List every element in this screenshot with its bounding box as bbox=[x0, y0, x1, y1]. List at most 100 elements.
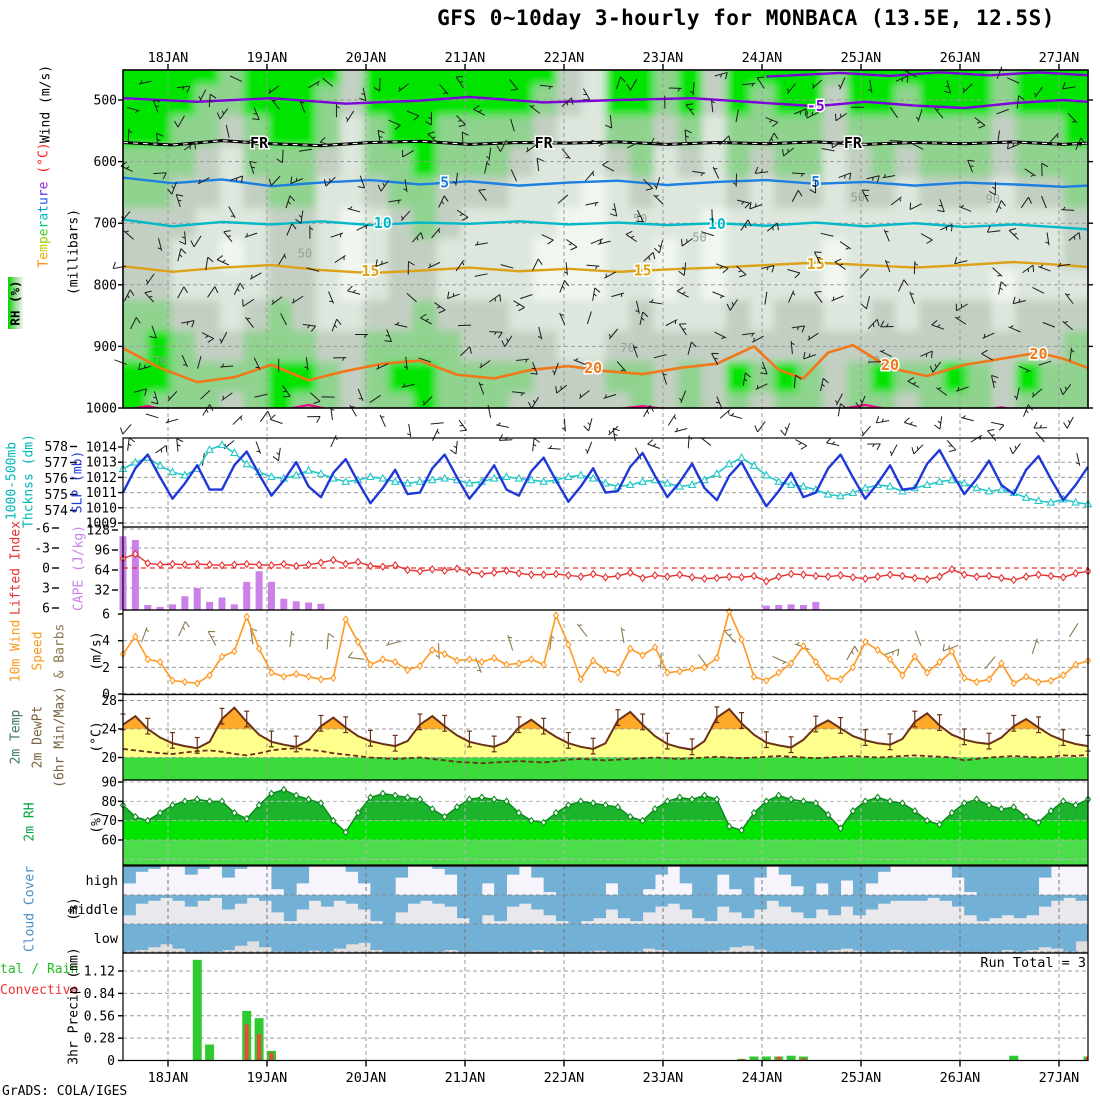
panel-cloud-cover bbox=[123, 866, 1089, 953]
svg-text:1013: 1013 bbox=[86, 456, 117, 471]
panel-rh2m bbox=[119, 780, 1092, 865]
svg-text:2: 2 bbox=[102, 661, 110, 676]
svg-text:0.56: 0.56 bbox=[84, 1009, 115, 1024]
contour-t10 bbox=[123, 218, 1088, 231]
panel-frames bbox=[122, 69, 1089, 1062]
svg-text:22JAN: 22JAN bbox=[544, 50, 585, 66]
wind-axis-label: Wind (m/s) bbox=[38, 64, 54, 144]
contour-t20 bbox=[123, 343, 1088, 384]
svg-text:1014: 1014 bbox=[86, 441, 117, 456]
rh2m-axis-label: 2m RH bbox=[22, 802, 38, 842]
svg-text:70: 70 bbox=[866, 354, 880, 368]
svg-text:20: 20 bbox=[881, 356, 899, 374]
svg-text:28: 28 bbox=[101, 694, 117, 709]
svg-text:800: 800 bbox=[94, 278, 117, 293]
precip-axis-label: 3hr Precip (mm) bbox=[66, 947, 82, 1065]
t2m-axis-label-4: (°C) bbox=[89, 721, 105, 753]
svg-text:15: 15 bbox=[361, 262, 379, 280]
svg-text:25JAN: 25JAN bbox=[841, 1070, 882, 1086]
temp-line bbox=[122, 706, 1089, 751]
svg-text:15: 15 bbox=[807, 255, 825, 273]
svg-text:50: 50 bbox=[692, 231, 706, 245]
svg-text:578: 578 bbox=[45, 440, 68, 455]
svg-text:20JAN: 20JAN bbox=[346, 50, 387, 66]
page-title: GFS 0~10day 3-hourly for MONBACA (13.5E,… bbox=[437, 6, 1055, 30]
svg-text:22JAN: 22JAN bbox=[544, 1070, 585, 1086]
svg-text:128: 128 bbox=[87, 524, 110, 539]
svg-text:24: 24 bbox=[101, 723, 117, 738]
cloud-cover-unit-label: (%) bbox=[66, 897, 82, 921]
svg-text:-6: -6 bbox=[34, 521, 50, 536]
rh-area-mid bbox=[123, 820, 1088, 840]
svg-text:-5: -5 bbox=[807, 97, 825, 115]
svg-text:10: 10 bbox=[374, 214, 392, 232]
precip-convective-label: Convective bbox=[0, 983, 79, 998]
svg-text:5: 5 bbox=[440, 174, 449, 192]
svg-text:576: 576 bbox=[45, 472, 68, 487]
svg-text:FR: FR bbox=[535, 134, 554, 152]
svg-text:25JAN: 25JAN bbox=[841, 50, 882, 66]
rh-legend-label: RH (%) bbox=[7, 280, 23, 326]
svg-text:90: 90 bbox=[101, 776, 117, 791]
svg-text:900: 900 bbox=[94, 340, 117, 355]
panel-t2m bbox=[120, 694, 1091, 780]
svg-text:0.84: 0.84 bbox=[84, 987, 115, 1002]
svg-text:24JAN: 24JAN bbox=[742, 1070, 783, 1086]
svg-text:21JAN: 21JAN bbox=[445, 50, 486, 66]
panel-wind10m bbox=[119, 607, 1092, 695]
contour-tm5 bbox=[123, 95, 1088, 110]
svg-text:-3: -3 bbox=[34, 541, 50, 556]
svg-text:27JAN: 27JAN bbox=[1039, 50, 1080, 66]
svg-text:575: 575 bbox=[45, 488, 68, 503]
svg-text:0.28: 0.28 bbox=[84, 1032, 115, 1047]
contour-t5 bbox=[123, 176, 1088, 189]
wind10m-axis-label-4: (m/s) bbox=[89, 631, 105, 671]
rh-area-dark bbox=[123, 789, 1088, 821]
svg-text:70: 70 bbox=[621, 341, 635, 355]
grads-footer: GrADS: COLA/IGES bbox=[2, 1084, 128, 1099]
svg-text:26JAN: 26JAN bbox=[940, 1070, 981, 1086]
dewpoint-line bbox=[122, 747, 1089, 765]
contour-tm5b bbox=[766, 71, 1088, 78]
rh-legend-swatch bbox=[8, 277, 23, 329]
svg-text:20: 20 bbox=[101, 751, 117, 766]
svg-text:1.12: 1.12 bbox=[84, 965, 115, 980]
minmax-bars bbox=[120, 706, 1091, 756]
svg-text:15: 15 bbox=[634, 262, 652, 280]
temperature-contours bbox=[123, 71, 1088, 408]
svg-text:70: 70 bbox=[101, 814, 117, 829]
svg-text:18JAN: 18JAN bbox=[148, 50, 189, 66]
svg-text:0: 0 bbox=[102, 688, 110, 703]
rh-area-light bbox=[123, 840, 1088, 865]
svg-text:24JAN: 24JAN bbox=[742, 50, 783, 66]
svg-text:23JAN: 23JAN bbox=[643, 50, 684, 66]
svg-text:19JAN: 19JAN bbox=[247, 1070, 288, 1086]
svg-text:10: 10 bbox=[708, 215, 726, 233]
svg-text:20JAN: 20JAN bbox=[346, 1070, 387, 1086]
svg-text:700: 700 bbox=[94, 217, 117, 232]
contour-t25 bbox=[286, 403, 328, 408]
t2m-axis-label-1: 2m Temp bbox=[8, 709, 24, 765]
svg-text:21JAN: 21JAN bbox=[445, 1070, 486, 1086]
svg-text:FR: FR bbox=[844, 134, 863, 152]
panel-precip bbox=[123, 953, 1088, 1061]
svg-text:70: 70 bbox=[153, 354, 167, 368]
contour-labels: -5FRFRFR551010151515202020 bbox=[249, 96, 1049, 379]
wind10m-axis-label-1: 10m Wind bbox=[8, 619, 24, 683]
svg-text:64: 64 bbox=[94, 564, 110, 579]
contour-t25 bbox=[130, 404, 162, 408]
precip-total-label: tal / Rain bbox=[0, 962, 79, 977]
thickness-axis-label-1: 1000-500mb bbox=[4, 441, 20, 521]
svg-text:32: 32 bbox=[94, 584, 110, 599]
svg-text:18JAN: 18JAN bbox=[148, 1070, 189, 1086]
axis-ticks bbox=[52, 64, 1093, 1067]
svg-text:1011: 1011 bbox=[86, 486, 117, 501]
svg-text:577: 577 bbox=[45, 456, 68, 471]
svg-text:50: 50 bbox=[851, 191, 865, 205]
millibars-axis-label: (millibars) bbox=[66, 208, 82, 296]
panel-li-cape bbox=[119, 527, 1092, 610]
contour-t25 bbox=[616, 404, 666, 408]
